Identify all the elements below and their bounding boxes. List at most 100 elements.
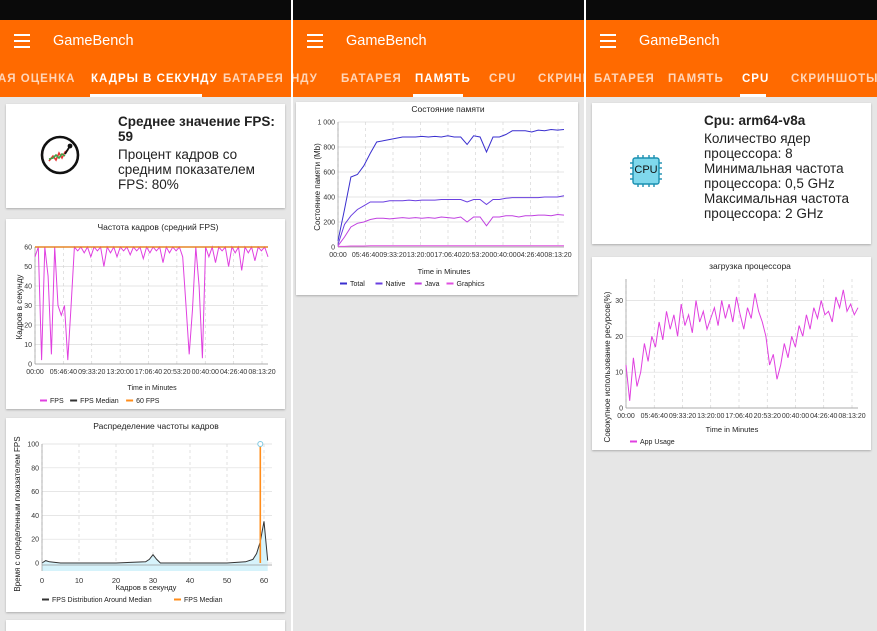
x-tick-label: 40 (186, 576, 194, 585)
app-title: GameBench (639, 33, 720, 49)
x-tick-label: 00:00 (329, 252, 347, 259)
menu-icon[interactable] (307, 34, 323, 48)
cpu-chip-label: CPU (634, 164, 658, 176)
menu-icon[interactable] (600, 34, 616, 48)
tab-cpu[interactable]: CPU (742, 73, 770, 85)
x-tick-label: 13:20:00 (697, 413, 724, 420)
divider (584, 0, 586, 631)
tab-rating[interactable]: АЯ ОЦЕНКА (0, 73, 76, 85)
tab-screenshots[interactable]: СКРИНШОТЫ (791, 73, 877, 85)
tab-screenshots[interactable]: СКРИНШ (538, 73, 584, 85)
x-tick-label: 09:33:20 (78, 369, 105, 376)
x-tick-label: 09:33:20 (379, 252, 406, 259)
tab-memory[interactable]: ПАМЯТЬ (668, 73, 724, 85)
x-tick-label: 04:26:40 (220, 369, 247, 376)
distribution-area (42, 521, 268, 571)
chart-xlabel: Time in Minutes (706, 425, 759, 434)
tab-bar: БАТАРЕЯ ПАМЯТЬ CPU СКРИНШОТЫ (586, 72, 877, 97)
chart-xlabel: Time in Minutes (127, 385, 177, 392)
app-bar: GameBench АЯ ОЦЕНКА КАДРЫ В СЕКУНДУ БАТА… (0, 20, 291, 97)
chart-legend: Total Native Java Graphics (340, 281, 485, 288)
chart-ylabel: Кадров в секунду (15, 275, 24, 340)
x-tick-label: 50 (223, 576, 231, 585)
fps-distribution-chart: Распределение частоты кадров Время с опр… (13, 421, 272, 604)
tab-indicator (90, 94, 202, 97)
x-tick-label: 00:40:00 (489, 252, 516, 259)
x-tick-label: 08:13:20 (838, 413, 865, 420)
legend-label: FPS (50, 398, 64, 405)
y-tick-label: 0 (35, 561, 39, 568)
legend-label: Total (350, 281, 365, 288)
chart-legend: App Usage (630, 439, 675, 446)
tab-indicator (740, 94, 766, 97)
app-title: GameBench (53, 33, 134, 49)
status-bar (293, 0, 584, 20)
tab-memory[interactable]: ПАМЯТЬ (415, 73, 471, 85)
legend-label: FPS Distribution Around Median (52, 597, 152, 604)
next-card (6, 620, 285, 631)
cpu-min-freq-line2: процессора: 0,5 GHz (704, 176, 835, 191)
fps-line-chart: Частота кадров (средний FPS) Кадров в се… (15, 222, 276, 405)
divider (291, 0, 293, 631)
tab-battery[interactable]: БАТАРЕЯ (341, 73, 402, 85)
app-bar: GameBench БАТАРЕЯ ПАМЯТЬ CPU СКРИНШОТЫ (586, 20, 877, 97)
cpu-chip-icon: CPU (628, 153, 664, 189)
memory-chart-card: Состояние памяти Состояние памяти (Mb) T… (296, 102, 578, 295)
y-tick-label: 20 (24, 323, 32, 330)
cpu-cores-line2: процессора: 8 (704, 146, 793, 161)
tab-fps[interactable]: НДУ (293, 73, 318, 85)
screen-fps: GameBench АЯ ОЦЕНКА КАДРЫ В СЕКУНДУ БАТА… (0, 0, 291, 631)
x-tick-label: 20 (112, 576, 120, 585)
tab-battery[interactable]: БАТАРЕЯ (223, 73, 284, 85)
x-tick-label: 00:40:00 (782, 413, 809, 420)
tab-battery[interactable]: БАТАРЕЯ (594, 73, 655, 85)
tab-fps[interactable]: КАДРЫ В СЕКУНДУ (91, 73, 218, 85)
status-bar (0, 0, 291, 20)
x-tick-label: 13:20:00 (407, 252, 434, 259)
x-tick-label: 08:13:20 (544, 252, 571, 259)
series-line-1 (34, 245, 269, 361)
screen-memory: GameBench НДУ БАТАРЕЯ ПАМЯТЬ CPU СКРИНШ … (293, 0, 584, 631)
fps-percent-line3: FPS: 80% (118, 177, 179, 192)
y-tick-label: 80 (31, 465, 39, 472)
y-tick-label: 1 000 (317, 120, 335, 127)
cpu-min-freq-line1: Минимальная частота (704, 161, 844, 176)
tab-cpu[interactable]: CPU (489, 73, 517, 85)
cpu-max-freq-line1: Максимальная частота (704, 191, 850, 206)
x-tick-label: 17:06:40 (725, 413, 752, 420)
chart-legend: FPS FPS Median 60 FPS (40, 398, 160, 405)
y-tick-label: 400 (323, 195, 335, 202)
app-title: GameBench (346, 33, 427, 49)
chart-legend: FPS Distribution Around Median FPS Median (42, 597, 223, 604)
legend-label: App Usage (640, 439, 675, 446)
tab-indicator (413, 94, 463, 97)
y-tick-label: 10 (615, 370, 623, 377)
x-tick-label: 04:26:40 (517, 252, 544, 259)
fps-chart-card: Частота кадров (средний FPS) Кадров в се… (6, 219, 285, 409)
menu-icon[interactable] (14, 34, 30, 48)
x-tick-label: 00:40:00 (192, 369, 219, 376)
distribution-line (41, 521, 269, 564)
series-line-2 (337, 195, 565, 245)
x-tick-label: 05:46:40 (352, 252, 379, 259)
cpu-info-card: CPU Cpu: arm64-v8a Количество ядер проце… (592, 103, 871, 244)
y-tick-label: 800 (323, 145, 335, 152)
x-tick-label: 13:20:00 (107, 369, 134, 376)
cpu-chart-card: загрузка процессора Совокупное использов… (592, 257, 871, 450)
y-tick-label: 30 (24, 303, 32, 310)
y-tick-label: 60 (24, 245, 32, 252)
screen-cpu: GameBench БАТАРЕЯ ПАМЯТЬ CPU СКРИНШОТЫ C… (586, 0, 877, 631)
x-tick-label: 09:33:20 (669, 413, 696, 420)
chart-ylabel: Состояние памяти (Mb) (313, 143, 322, 231)
x-tick-label: 00:00 (26, 369, 44, 376)
fps-summary-card: Среднее значение FPS: 59 Процент кадров … (6, 104, 285, 208)
x-tick-label: 08:13:20 (248, 369, 275, 376)
y-tick-label: 30 (615, 298, 623, 305)
x-tick-label: 04:26:40 (810, 413, 837, 420)
y-tick-label: 100 (27, 442, 39, 449)
series-line-1 (337, 128, 565, 241)
tab-bar: НДУ БАТАРЕЯ ПАМЯТЬ CPU СКРИНШ (293, 72, 584, 97)
x-tick-label: 05:46:40 (50, 369, 77, 376)
memory-line-chart: Состояние памяти Состояние памяти (Mb) T… (313, 104, 572, 288)
legend-label: Graphics (457, 281, 486, 288)
